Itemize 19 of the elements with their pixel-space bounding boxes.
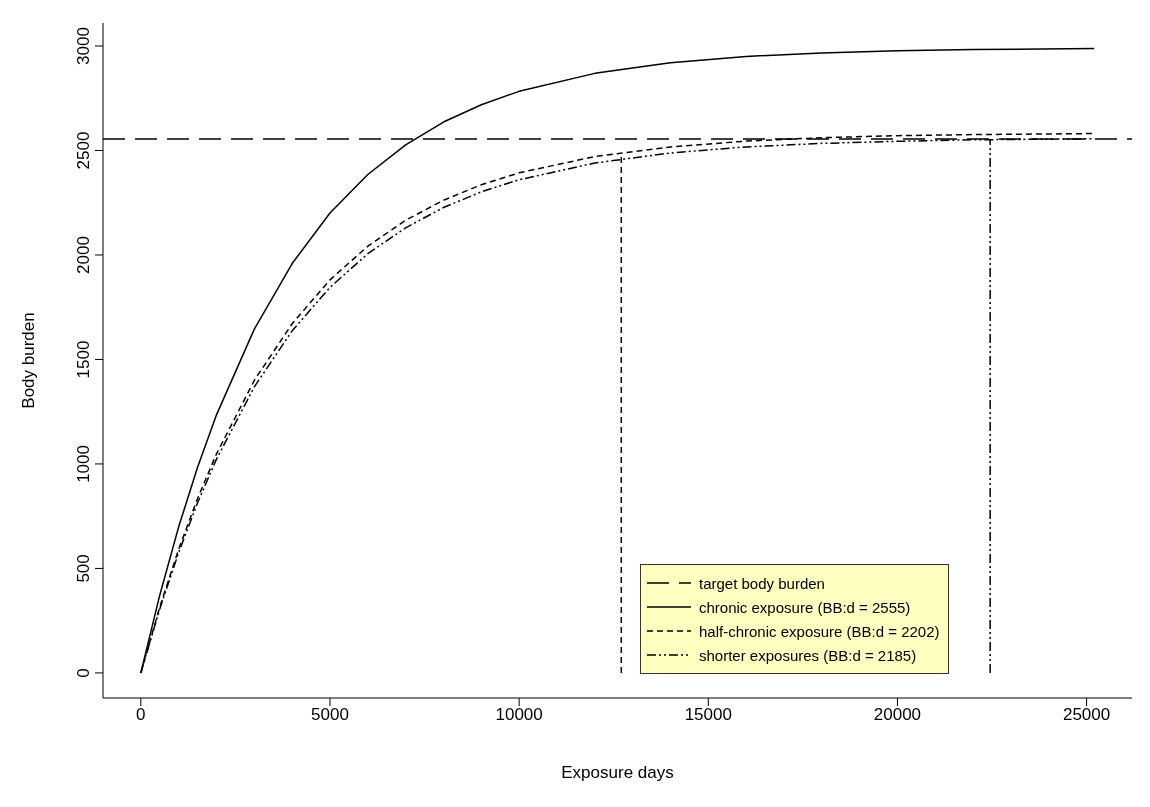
legend-label: half-chronic exposure (BB:d = 2202) xyxy=(699,622,940,640)
y-tick-label: 500 xyxy=(74,554,93,583)
x-tick-label: 15000 xyxy=(684,705,732,725)
x-tick-label: 10000 xyxy=(495,705,543,725)
y-tick-label: 1000 xyxy=(74,445,93,483)
x-tick-label: 20000 xyxy=(873,705,922,725)
y-tick-label: 1500 xyxy=(74,340,93,379)
x-axis-title: Exposure days xyxy=(561,763,674,782)
x-tick-label: 25000 xyxy=(1062,705,1111,725)
x-tick-label: 0 xyxy=(136,705,146,725)
y-tick-label: 2500 xyxy=(74,131,93,170)
legend-label: shorter exposures (BB:d = 2185) xyxy=(699,646,917,664)
x-tick-label: 5000 xyxy=(311,705,349,725)
y-axis-title: Body burden xyxy=(19,312,39,409)
y-tick-label: 0 xyxy=(74,668,93,678)
legend-label: target body burden xyxy=(699,574,825,592)
y-tick-label: 3000 xyxy=(74,27,93,65)
y-tick-label: 2000 xyxy=(74,236,93,274)
legend-label: chronic exposure (BB:d = 2555) xyxy=(699,598,911,616)
